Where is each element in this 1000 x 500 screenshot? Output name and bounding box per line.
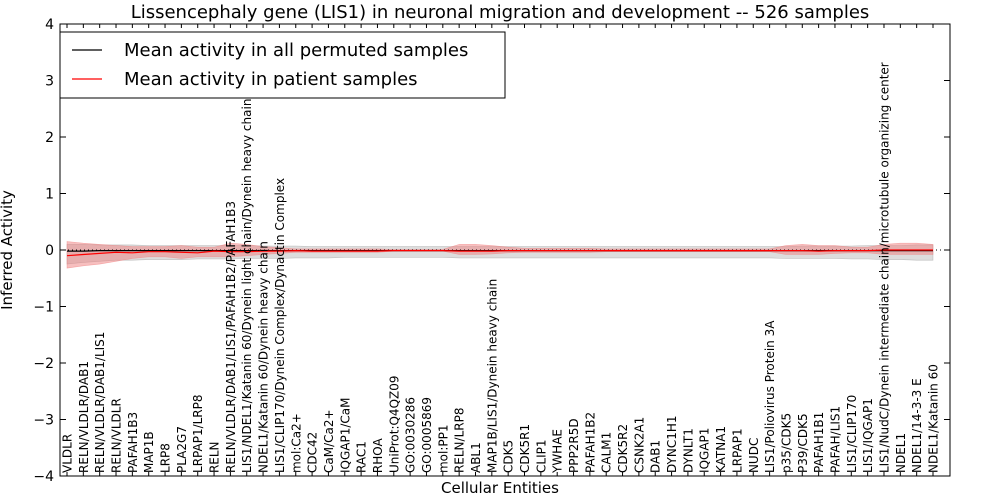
x-tick-label: PAFAH1B2 <box>583 412 597 473</box>
y-tick-label: −4 <box>33 469 54 485</box>
x-tick-label: NDEL1 <box>894 433 908 473</box>
x-tick-label: p35/CDK5 <box>779 413 793 473</box>
x-tick-label: mol:PP1 <box>436 424 450 473</box>
y-tick-label: 0 <box>45 243 54 259</box>
x-tick-label: CaM/Ca2+ <box>322 409 336 473</box>
x-tick-label: PAFAH1B3 <box>126 412 140 473</box>
x-tick-label: IQGAP1 <box>698 428 712 473</box>
y-tick-label: −3 <box>33 413 54 429</box>
x-tick-label: NDEL1/Katanin 60/Dynein heavy chain <box>257 241 271 473</box>
x-tick-label: RHOA <box>371 437 385 473</box>
x-tick-label: RELN/VLDLR/DAB1 <box>77 361 91 473</box>
x-tick-label: LIS1/Poliovirus Protein 3A <box>763 320 777 473</box>
x-tick-label: VLDLR <box>61 434 75 473</box>
x-tick-label: PAFAH/LIS1 <box>829 406 843 473</box>
x-tick-label: LIS1/CLIP170/Dynein Complex/Dynactin Com… <box>273 178 287 473</box>
x-tick-label: MAP1B/LIS1/Dynein heavy chain <box>485 279 499 473</box>
x-tick-label: PAFAH1B1 <box>812 412 826 473</box>
x-tick-label: CDC42 <box>306 432 320 473</box>
y-tick-label: 2 <box>45 130 54 146</box>
x-tick-label: GO:0005869 <box>420 397 434 473</box>
x-tick-label: DYNLT1 <box>681 428 695 473</box>
legend: Mean activity in all permuted samples Mea… <box>59 31 506 99</box>
x-tick-label: CLIP1 <box>534 439 548 472</box>
y-tick-label: −1 <box>33 300 54 316</box>
x-tick-label: DAB1 <box>649 440 663 473</box>
x-tick-label: CDK5 <box>502 440 516 473</box>
y-tick-label: 1 <box>45 187 54 203</box>
x-tick-label: LIS1/IQGAP1 <box>861 398 875 473</box>
x-tick-label: YWHAE <box>551 429 565 474</box>
x-tick-label: CALM1 <box>600 432 614 473</box>
x-tick-label: P39/CDK5 <box>796 413 810 473</box>
chart-title: Lissencephaly gene (LIS1) in neuronal mi… <box>131 2 870 23</box>
x-tick-label: LIS1/NDEL1/Katanin 60/Dynein light chain… <box>240 99 254 473</box>
x-tick-label: LIS1/NudC/Dynein intermediate chain/micr… <box>878 62 892 473</box>
x-tick-label: NDEL1/Katanin 60 <box>927 364 941 473</box>
y-axis-label: Inferred Activity <box>0 190 16 310</box>
x-tick-label: NDEL1/14-3-3 E <box>910 378 924 473</box>
x-tick-label: UniProt:Q4QZ09 <box>387 375 401 473</box>
x-tick-label: RELN/VLDLR <box>110 398 124 473</box>
x-tick-label: mol:Ca2+ <box>289 413 303 473</box>
x-tick-label: LRPAP1 <box>730 428 744 473</box>
series-line-patient <box>66 249 933 257</box>
x-tick-label: KATNA1 <box>714 426 728 473</box>
axes: −4 −3 −2 −1 0 1 2 3 4 <box>33 17 951 485</box>
legend-label-permuted: Mean activity in all permuted samples <box>124 40 468 61</box>
legend-box <box>59 31 506 99</box>
x-tick-label: RELN/VLDLR/DAB1/LIS1/PAFAH1B2/PAFAH1B3 <box>224 201 238 473</box>
x-tick-label: RELN/LRP8 <box>453 408 467 474</box>
x-tick-label: RAC1 <box>355 441 369 473</box>
x-tick-label: CDK5R1 <box>518 424 532 473</box>
x-tick-label: PLA2G7 <box>175 426 189 473</box>
x-tick-label: GO:0030286 <box>404 397 418 473</box>
y-tick-label: −2 <box>33 356 54 372</box>
y-tick-label: 4 <box>45 17 54 33</box>
x-tick-label: PPP2R5D <box>567 418 581 473</box>
y-tick-label: 3 <box>45 74 54 90</box>
x-tick-label: LRP8 <box>159 443 173 473</box>
series-lines <box>60 249 950 257</box>
x-tick-label: ABL1 <box>469 442 483 473</box>
x-tick-label: IQGAP1/CaM <box>338 398 352 474</box>
confidence-bands <box>66 241 934 269</box>
x-tick-label: CDK5R2 <box>616 424 630 473</box>
band-patient <box>66 241 934 269</box>
x-tick-labels: VLDLR RELN/VLDLR/DAB1 RELN/VLDLR/DAB1/LIS1… <box>61 24 941 476</box>
x-tick-label: RELN <box>208 441 222 473</box>
legend-label-patient: Mean activity in patient samples <box>124 69 418 90</box>
x-axis-label: Cellular Entities <box>441 479 559 497</box>
x-tick-label: LIS1/CLIP170 <box>845 395 859 473</box>
x-tick-label: MAP1B <box>142 431 156 473</box>
x-tick-label: RELN/VLDLR/DAB1/LIS1 <box>93 332 107 473</box>
x-tick-label: NUDC <box>747 438 761 473</box>
x-tick-label: LRPAP1/LRP8 <box>191 394 205 473</box>
x-tick-label: CSNK2A1 <box>632 417 646 473</box>
x-tick-label: DYNC1H1 <box>665 415 679 473</box>
